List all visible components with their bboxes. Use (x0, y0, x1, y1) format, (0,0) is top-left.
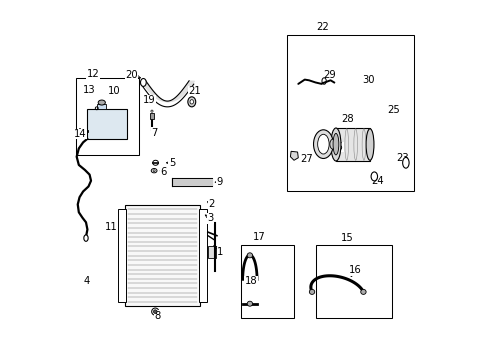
Ellipse shape (151, 110, 153, 112)
Bar (207, 246, 215, 258)
Text: 17: 17 (253, 232, 265, 242)
Bar (286, 36, 413, 192)
Text: 10: 10 (108, 86, 121, 96)
Text: 2: 2 (208, 199, 214, 210)
Text: 18: 18 (244, 276, 257, 286)
Text: 15: 15 (340, 233, 353, 243)
Bar (241, 244, 293, 318)
Text: 13: 13 (83, 85, 96, 95)
Text: 29: 29 (323, 70, 336, 80)
Ellipse shape (317, 134, 328, 154)
Text: 27: 27 (299, 154, 312, 164)
Ellipse shape (402, 157, 408, 168)
Text: 6: 6 (160, 167, 166, 177)
Bar (199, 210, 206, 302)
Ellipse shape (370, 172, 377, 181)
Ellipse shape (151, 168, 157, 173)
Text: 16: 16 (348, 265, 361, 275)
Text: 7: 7 (151, 128, 157, 138)
Bar (316, 244, 391, 318)
Ellipse shape (187, 97, 195, 107)
Ellipse shape (152, 160, 158, 165)
Ellipse shape (153, 310, 157, 314)
Ellipse shape (330, 128, 340, 161)
Bar (125, 205, 200, 306)
Text: 20: 20 (125, 70, 138, 80)
Ellipse shape (98, 100, 105, 105)
Text: 19: 19 (143, 95, 156, 105)
Text: 8: 8 (154, 311, 161, 320)
Ellipse shape (151, 308, 159, 315)
Ellipse shape (360, 289, 366, 294)
Ellipse shape (309, 289, 314, 294)
Ellipse shape (329, 139, 336, 149)
Ellipse shape (332, 134, 338, 155)
Text: 21: 21 (188, 86, 201, 96)
Text: 12: 12 (86, 69, 100, 79)
Ellipse shape (313, 130, 333, 158)
Text: 23: 23 (396, 153, 408, 163)
Ellipse shape (190, 100, 193, 104)
Text: 1: 1 (217, 247, 223, 257)
Text: 30: 30 (361, 75, 374, 85)
Bar (87, 109, 126, 139)
Ellipse shape (140, 78, 146, 86)
Text: 28: 28 (341, 114, 353, 124)
Ellipse shape (247, 253, 252, 258)
Text: 25: 25 (386, 105, 399, 115)
Bar (97, 104, 106, 109)
Text: 11: 11 (104, 222, 117, 232)
Ellipse shape (83, 235, 88, 241)
Text: 9: 9 (216, 177, 222, 187)
Text: 4: 4 (83, 276, 90, 286)
Bar (118, 210, 126, 302)
Ellipse shape (153, 170, 155, 172)
Ellipse shape (366, 129, 373, 160)
Ellipse shape (247, 301, 252, 306)
Text: 22: 22 (316, 22, 328, 32)
Text: 5: 5 (168, 158, 175, 168)
Text: 14: 14 (74, 129, 86, 139)
Text: 24: 24 (370, 176, 383, 186)
Bar (149, 113, 154, 119)
Bar (335, 128, 369, 161)
Text: 26: 26 (330, 142, 343, 152)
Bar (76, 78, 139, 155)
Polygon shape (290, 151, 298, 160)
Text: 3: 3 (207, 213, 213, 223)
